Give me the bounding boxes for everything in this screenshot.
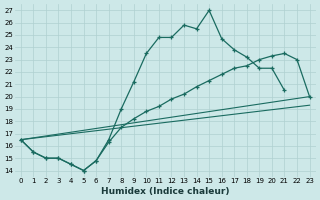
X-axis label: Humidex (Indice chaleur): Humidex (Indice chaleur) (101, 187, 229, 196)
